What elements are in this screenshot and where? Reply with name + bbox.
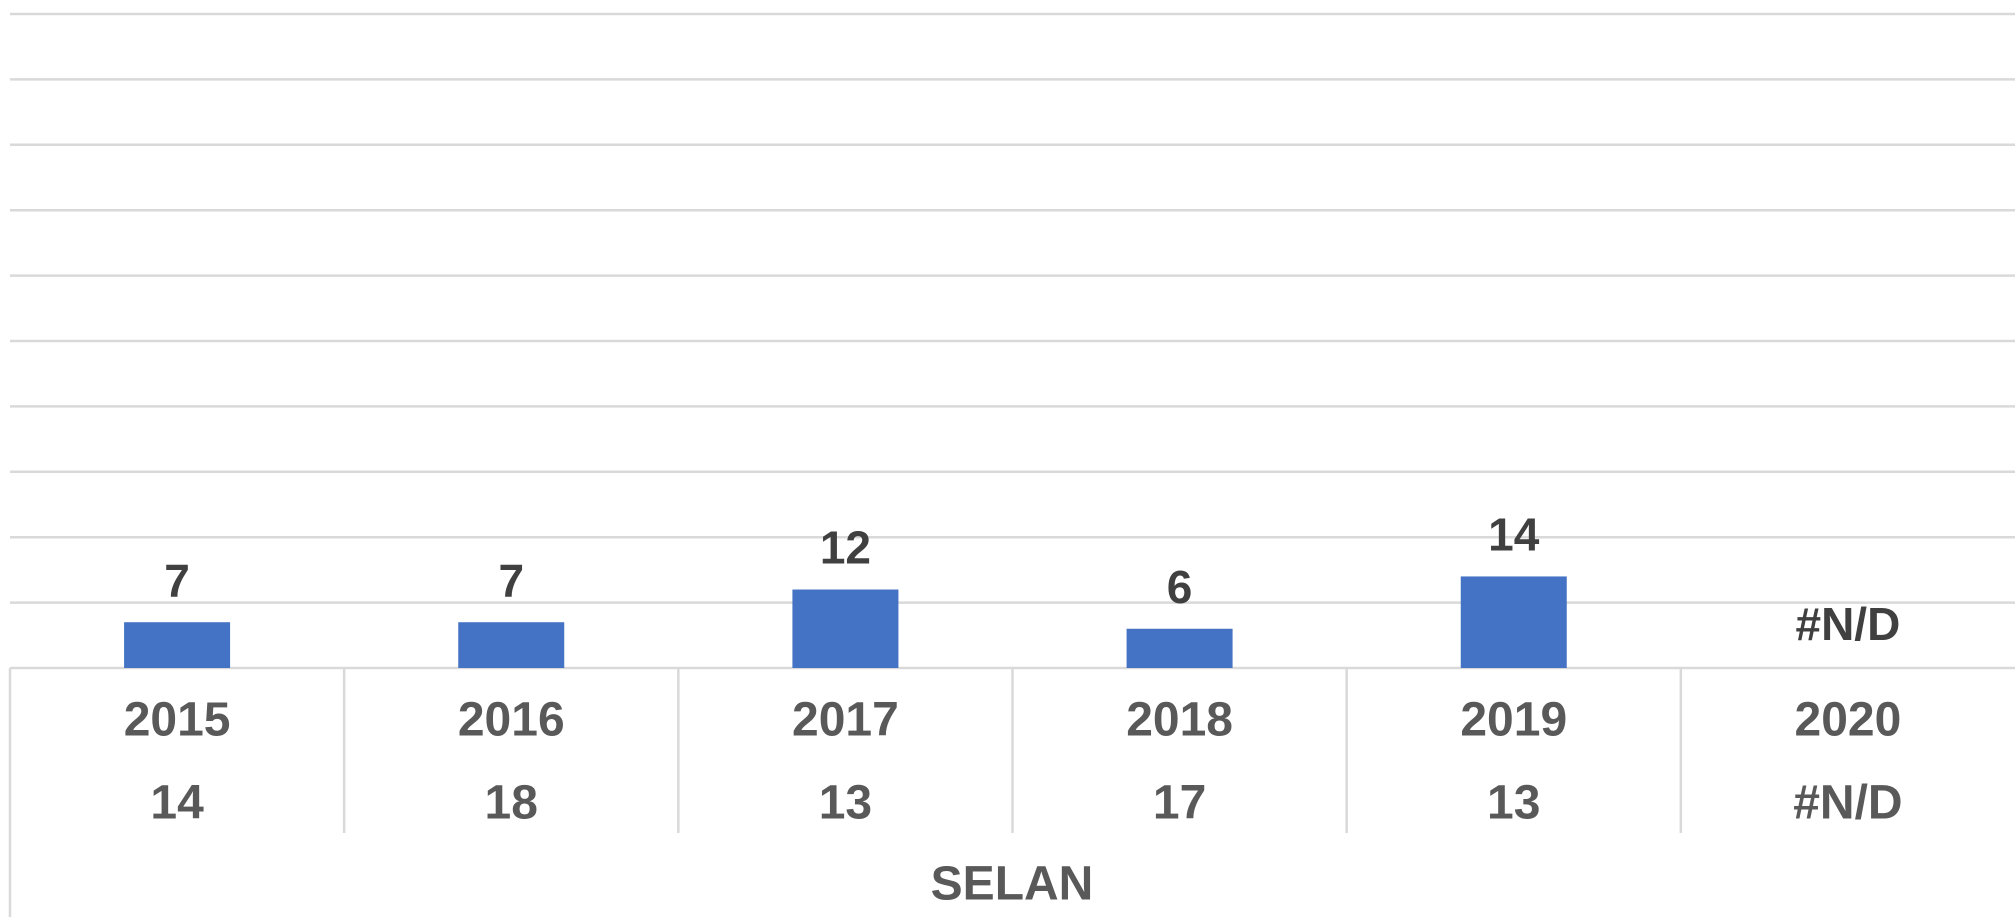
x-tick-label: 2016	[458, 694, 565, 747]
bar	[124, 622, 231, 668]
data-label: 7	[498, 554, 524, 606]
bar	[458, 622, 565, 668]
bar	[792, 589, 899, 668]
x-tick-label: 2018	[1126, 694, 1233, 747]
x-secondary-label: 14	[150, 777, 204, 830]
x-secondary-label: 13	[819, 777, 872, 830]
data-label: 7	[164, 554, 190, 606]
data-label: #N/D	[1796, 598, 1901, 650]
bar	[1460, 576, 1567, 668]
data-label: 12	[820, 522, 871, 574]
x-secondary-label: 18	[485, 777, 538, 830]
x-tick-label: 2017	[792, 694, 899, 747]
data-label: 14	[1488, 509, 1540, 561]
x-secondary-label: 17	[1153, 777, 1206, 830]
x-secondary-label: #N/D	[1793, 777, 1902, 830]
x-tick-label: 2020	[1795, 694, 1902, 747]
data-label: 6	[1167, 561, 1193, 613]
x-secondary-label: 13	[1487, 777, 1540, 830]
group-label: SELAN	[931, 858, 1094, 911]
x-tick-label: 2015	[124, 694, 231, 747]
x-tick-label: 2019	[1460, 694, 1567, 747]
bar	[1126, 628, 1233, 668]
